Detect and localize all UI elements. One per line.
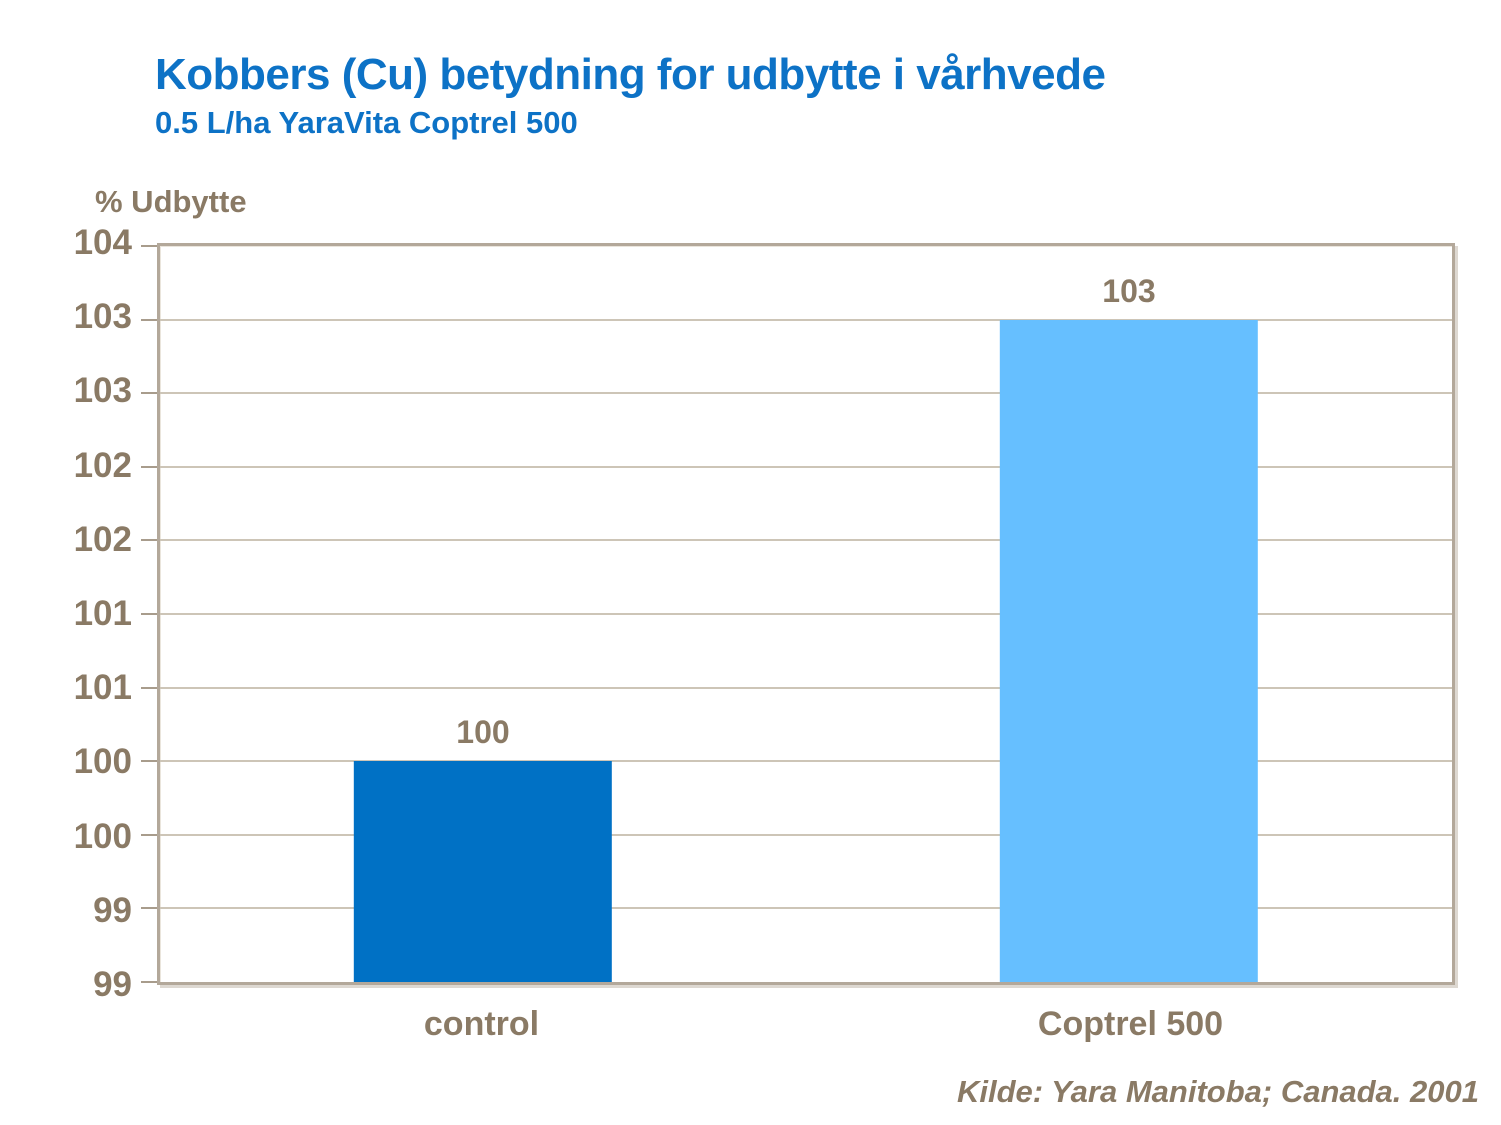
chart-subtitle: 0.5 L/ha YaraVita Coptrel 500 <box>155 105 578 140</box>
gridline <box>160 760 1452 763</box>
y-axis-tick-label: 103 <box>73 297 132 337</box>
y-axis-tick-label: 99 <box>93 965 132 1004</box>
gridline <box>160 539 1452 542</box>
y-axis-tick-label: 101 <box>73 668 132 708</box>
plot-area: 100 103 <box>141 243 1455 985</box>
y-axis-tick-label: 101 <box>73 594 132 633</box>
gridline <box>160 465 1452 468</box>
y-axis-tick-label: 102 <box>73 445 132 485</box>
x-axis-label-coptrel-500: Coptrel 500 <box>1037 1005 1224 1043</box>
bar-coptrel-500 <box>999 319 1259 982</box>
y-axis-tick <box>141 245 157 247</box>
y-axis-title: % Udbytte <box>95 184 247 219</box>
y-axis-tick <box>141 392 157 395</box>
y-axis-tick <box>141 613 157 615</box>
y-axis-tick-label: 100 <box>73 742 132 782</box>
bar-value-label-coptrel-500: 103 <box>1102 272 1156 309</box>
y-axis-tick-label: 99 <box>93 890 132 930</box>
chart-title: Kobbers (Cu) betydning for udbytte i vår… <box>155 50 1106 99</box>
source-citation: Kilde: Yara Manitoba; Canada. 2001 <box>956 1074 1479 1109</box>
y-axis-tick <box>141 465 157 468</box>
bar-value-label-control: 100 <box>456 714 510 751</box>
gridline <box>160 318 1452 321</box>
x-axis-label-control: control <box>423 1005 540 1043</box>
y-axis-tick-label: 102 <box>73 519 132 559</box>
x-axis-labels: control Coptrel 500 <box>157 1005 1455 1055</box>
gridline <box>160 613 1452 615</box>
y-axis-tick-label: 100 <box>73 816 132 856</box>
y-axis-tick <box>141 760 157 763</box>
gridline <box>160 833 1452 836</box>
gridline <box>160 392 1452 395</box>
y-axis-tick <box>141 539 157 542</box>
y-axis-tick-label: 104 <box>73 223 132 262</box>
y-axis-tick <box>141 981 157 983</box>
y-axis-tick-label: 103 <box>73 371 132 411</box>
y-axis-tick <box>141 318 157 321</box>
y-axis-tick <box>141 833 157 836</box>
y-axis-tick <box>141 686 157 689</box>
bar-control <box>353 761 613 982</box>
y-axis-tick <box>141 907 157 910</box>
y-axis-labels: 104 103 103 102 102 101 101 100 100 99 99 <box>30 223 132 1004</box>
gridline <box>160 907 1452 910</box>
gridline <box>160 686 1452 689</box>
